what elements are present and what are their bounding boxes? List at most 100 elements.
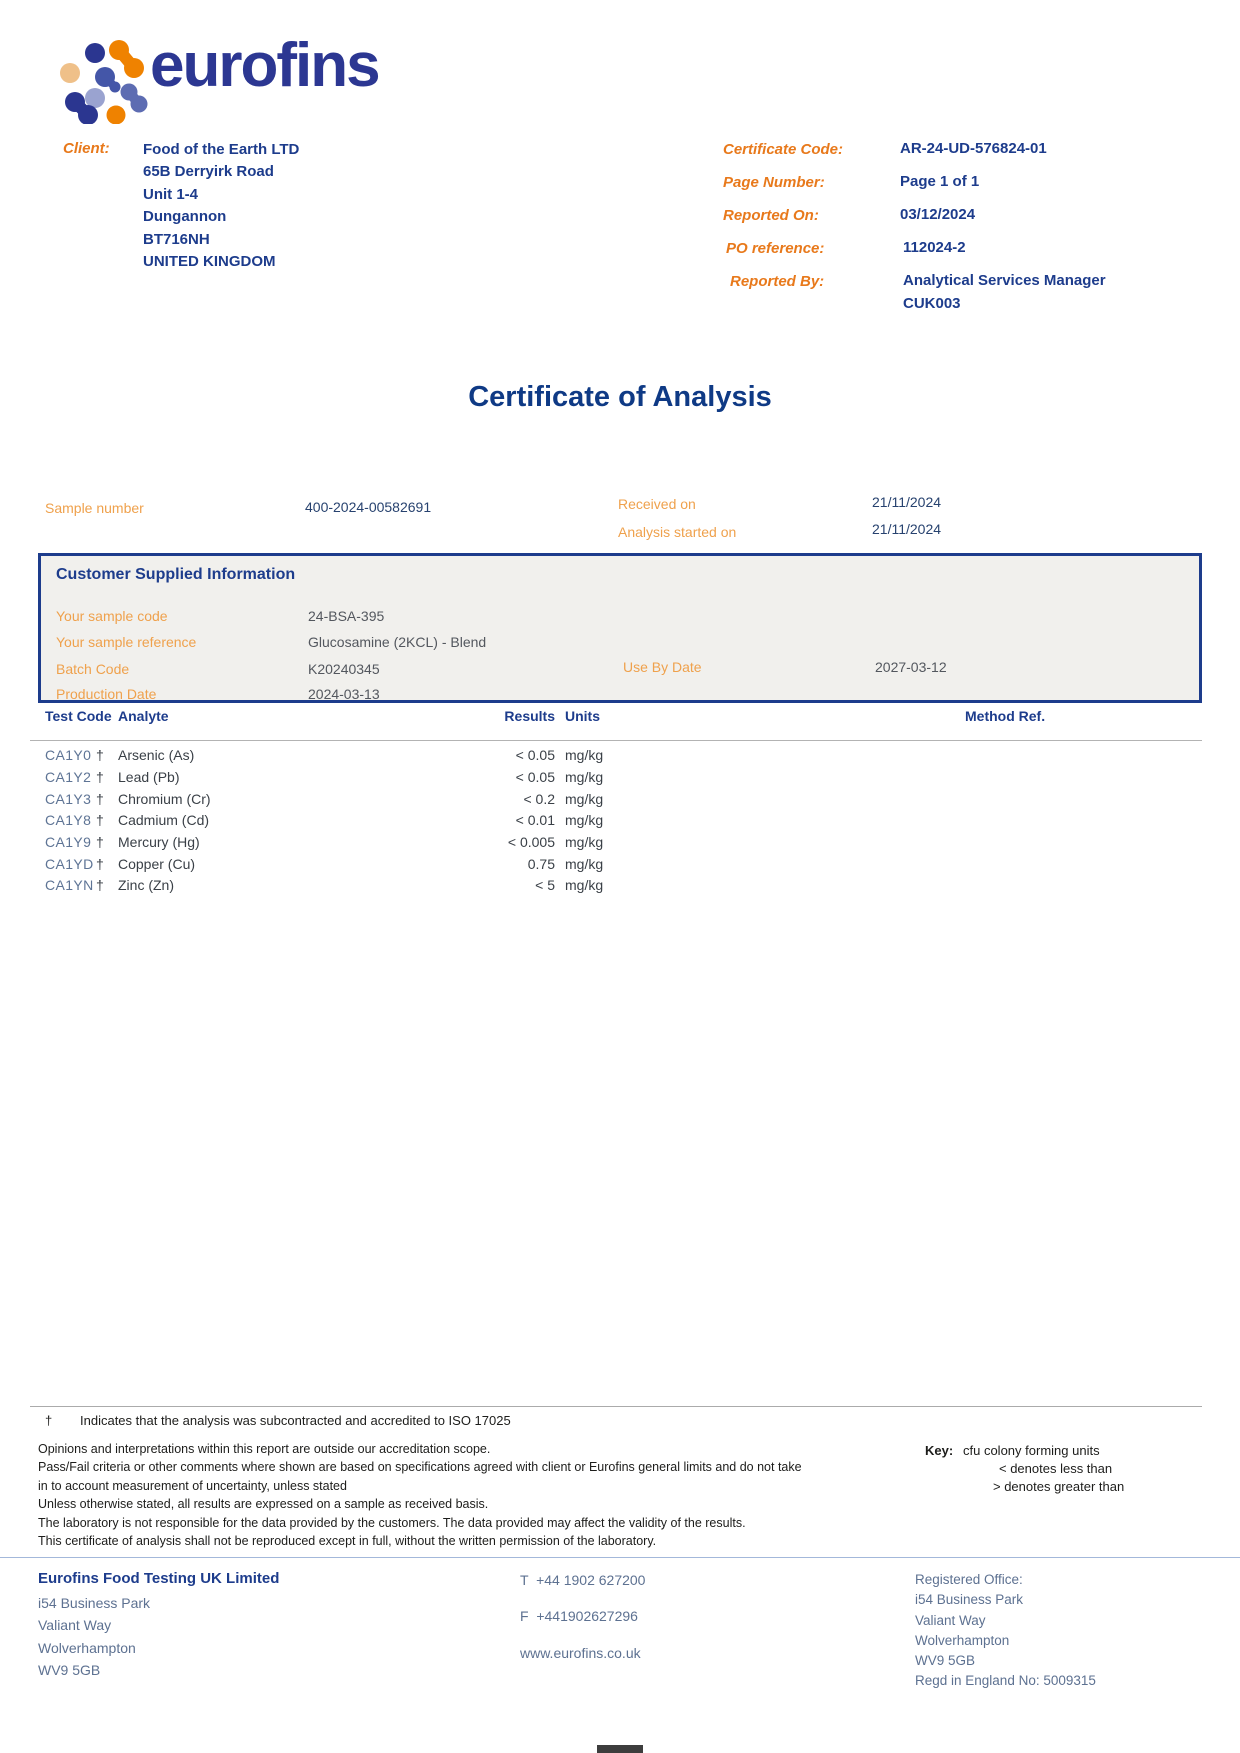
received-on-value: 21/11/2024 (872, 494, 942, 510)
footer-website: www.eurofins.co.uk (520, 1645, 641, 1661)
key-greater-than-note: > denotes greater than (993, 1479, 1125, 1494)
result-units: mg/kg (565, 877, 604, 893)
result-value: < 0.05 (515, 747, 555, 763)
key-label: Key: (925, 1443, 954, 1458)
client-line: Unit 1-4 (143, 185, 199, 203)
subcontracted-dagger-icon: † (96, 791, 104, 807)
your-sample-code-label: Your sample code (56, 608, 168, 624)
page-number-value: Page 1 of 1 (900, 173, 980, 190)
analyte-name: Copper (Cu) (118, 856, 196, 872)
analyte-name: Arsenic (As) (118, 747, 195, 763)
analysis-started-label: Analysis started on (618, 524, 737, 540)
certificate-code-label: Certificate Code: (723, 141, 844, 158)
footer-rule (0, 1557, 1240, 1558)
footer-address-line: WV9 5GB (38, 1662, 101, 1679)
disclaimer-line: Opinions and interpretations within this… (38, 1442, 491, 1456)
batch-code-label: Batch Code (56, 661, 130, 677)
registered-office-line: i54 Business Park (915, 1592, 1024, 1608)
eurofins-wordmark: eurofins (150, 31, 381, 100)
test-code: CA1Y2 (45, 769, 92, 785)
test-code: CA1Y8 (45, 812, 92, 828)
dagger-symbol: † (45, 1413, 53, 1428)
result-units: mg/kg (565, 834, 604, 850)
disclaimer-line: The laboratory is not responsible for th… (38, 1515, 746, 1530)
your-sample-code-value: 24-BSA-395 (308, 608, 385, 624)
customer-supplied-info-box: Customer Supplied Information Your sampl… (38, 553, 1202, 703)
table-row: CA1YD † Copper (Cu) 0.75 mg/kg (30, 856, 1210, 878)
production-date-label: Production Date (56, 686, 157, 702)
use-by-date-label: Use By Date (623, 659, 702, 675)
col-header-test-code: Test Code (45, 708, 112, 724)
subcontracted-dagger-icon: † (96, 769, 104, 785)
result-value: < 0.005 (507, 834, 555, 850)
result-value: 0.75 (527, 856, 555, 872)
result-value: < 0.01 (515, 812, 555, 828)
table-header-rule (30, 740, 1202, 741)
disclaimer-line: Pass/Fail criteria or other comments whe… (38, 1460, 802, 1493)
footer-address-line: Valiant Way (38, 1617, 112, 1634)
client-line: UNITED KINGDOM (143, 253, 276, 271)
result-units: mg/kg (565, 791, 604, 807)
footer-company-name: Eurofins Food Testing UK Limited (38, 1570, 280, 1587)
dagger-note: Indicates that the analysis was subcontr… (80, 1413, 511, 1428)
subcontracted-dagger-icon: † (96, 747, 104, 763)
key-less-than-note: < denotes less than (999, 1461, 1113, 1476)
your-sample-reference-value: Glucosamine (2KCL) - Blend (308, 634, 487, 650)
client-line: 65B Derryirk Road (143, 163, 274, 181)
client-label: Client: (63, 140, 110, 157)
result-units: mg/kg (565, 812, 604, 828)
table-row: CA1Y9 † Mercury (Hg) < 0.005 mg/kg (30, 834, 1210, 856)
footer-fax: F +441902627296 (520, 1608, 638, 1624)
analyte-name: Cadmium (Cd) (118, 812, 210, 828)
test-code: CA1Y0 (45, 747, 92, 763)
use-by-date-value: 2027-03-12 (875, 659, 947, 675)
client-address: Food of the Earth LTD 65B Derryirk Road … (143, 139, 299, 273)
analyte-name: Zinc (Zn) (118, 877, 174, 893)
col-header-results: Results (504, 708, 555, 724)
analysis-started-value: 21/11/2024 (872, 521, 942, 537)
analyte-name: Mercury (Hg) (118, 834, 200, 850)
registered-office-line: Registered Office: (915, 1572, 1023, 1587)
footer-phone: T +44 1902 627200 (520, 1572, 646, 1588)
key-cfu-note: cfu colony forming units (963, 1443, 1100, 1458)
po-reference-label: PO reference: (726, 240, 825, 257)
disclaimer-line: This certificate of analysis shall not b… (38, 1534, 657, 1549)
sample-number-value: 400-2024-00582691 (305, 499, 432, 515)
batch-code-value: K20240345 (308, 661, 380, 677)
client-line: BT716NH (143, 230, 210, 248)
customer-info-title: Customer Supplied Information (56, 566, 296, 583)
result-units: mg/kg (565, 769, 604, 785)
po-reference-value: 112024-2 (903, 239, 966, 256)
production-date-value: 2024-03-13 (308, 686, 380, 702)
sample-number-label: Sample number (45, 500, 144, 516)
test-code: CA1YD (45, 856, 94, 872)
footnote-rule (30, 1406, 1202, 1407)
test-code: CA1YN (45, 877, 94, 893)
test-code: CA1Y9 (45, 834, 92, 850)
footer-address-line: i54 Business Park (38, 1595, 151, 1611)
table-row: CA1Y3 † Chromium (Cr) < 0.2 mg/kg (30, 791, 1210, 813)
result-value: < 5 (535, 877, 555, 893)
eurofins-logo-mark-icon (60, 40, 148, 124)
analyte-name: Chromium (Cr) (118, 791, 211, 807)
reported-by-id: CUK003 (903, 295, 961, 312)
result-units: mg/kg (565, 747, 604, 763)
disclaimer-line: Unless otherwise stated, all results are… (38, 1497, 489, 1512)
reported-by-label: Reported By: (730, 273, 825, 290)
page-title: Certificate of Analysis (468, 381, 772, 413)
footer-registered-office: Registered Office: i54 Business Park Val… (915, 1570, 1096, 1692)
subcontracted-dagger-icon: † (96, 877, 104, 893)
registered-office-line: Regd in England No: 5009315 (915, 1673, 1096, 1689)
registered-office-line: WV9 5GB (915, 1653, 976, 1669)
table-row: CA1Y2 † Lead (Pb) < 0.05 mg/kg (30, 769, 1210, 791)
col-header-units: Units (565, 708, 600, 724)
certificate-code-value: AR-24-UD-576824-01 (900, 140, 1047, 157)
reported-on-label: Reported On: (723, 207, 819, 224)
subcontracted-dagger-icon: † (96, 834, 104, 850)
page-number-label: Page Number: (723, 174, 825, 191)
client-line: Food of the Earth LTD (143, 141, 300, 158)
reported-on-value: 03/12/2024 (900, 206, 976, 223)
result-value: < 0.05 (515, 769, 555, 785)
client-line: Dungannon (143, 208, 227, 226)
